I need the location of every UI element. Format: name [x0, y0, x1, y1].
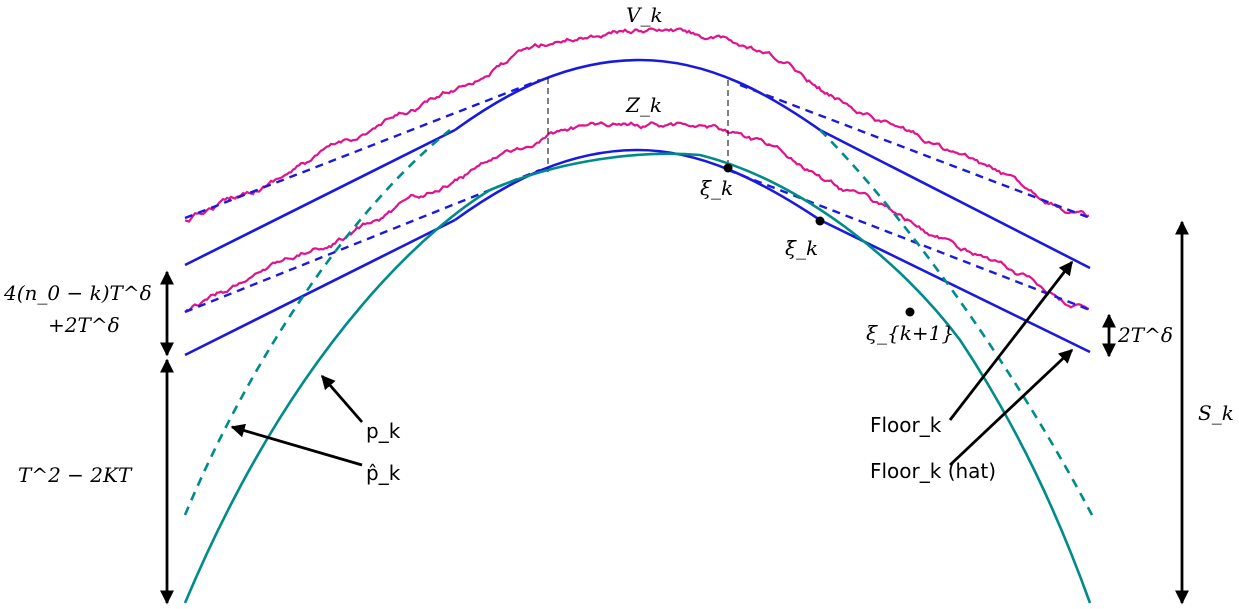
label-p-hat-k: p̂_k — [366, 461, 401, 485]
lower-right-dashed-tangent — [727, 168, 1091, 312]
p-hat-k-arrow — [230, 423, 363, 467]
label-floor-hat-k: Floor_k (hat) — [870, 459, 996, 483]
upper-right-tangent — [819, 128, 1091, 270]
label-v-k: V_k — [626, 3, 663, 27]
p-k-parabola — [183, 152, 1092, 604]
xi-k-point — [723, 163, 733, 173]
label-xi-k: ξ_k — [700, 176, 733, 200]
label-floor-k: Floor_k — [870, 413, 942, 437]
label-gap-top-line1: 4(n_0 − k)T^δ — [3, 281, 152, 305]
floor-hat-k-arrow — [949, 348, 1074, 467]
v-k-path — [184, 27, 1090, 223]
label-xi-bar-k: ξ̄_k — [785, 236, 818, 260]
label-gap-top-line2: +2T^δ — [48, 313, 120, 337]
label-xi-k-plus-1: ξ_{k+1} — [866, 321, 954, 345]
label-p-k: p_k — [366, 419, 401, 443]
upper-parabola-curve — [454, 58, 821, 132]
lower-left-dashed-tangent — [184, 168, 541, 314]
label-s-k: S_k — [1198, 401, 1234, 425]
upper-right-dashed-tangent — [739, 83, 1091, 220]
p-k-arrow — [320, 374, 364, 423]
floor-k-arrow — [948, 260, 1074, 421]
xi-k-plus-1-point — [905, 307, 915, 317]
label-z-k: Z_k — [625, 93, 662, 117]
label-two-t-delta: 2T^δ — [1117, 323, 1173, 347]
label-gap-bottom: T^2 − 2KT — [18, 463, 133, 487]
upper-left-dashed-tangent — [184, 78, 541, 220]
upper-left-tangent — [184, 128, 456, 267]
xi-bar-k-point — [815, 216, 825, 226]
lower-parabola-curve — [454, 148, 821, 222]
lower-left-tangent — [184, 218, 456, 357]
z-k-path — [184, 121, 1090, 313]
p-hat-k-parabola — [183, 128, 1094, 516]
